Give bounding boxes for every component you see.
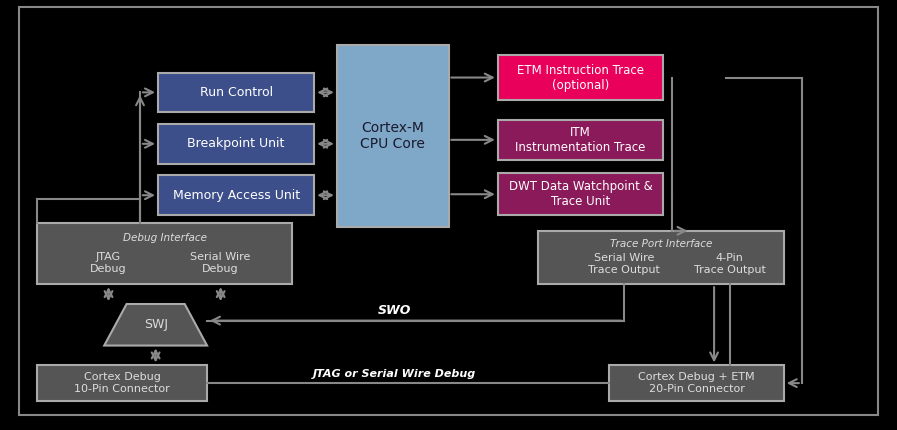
Text: DWT Data Watchpoint &
Trace Unit: DWT Data Watchpoint & Trace Unit — [509, 180, 652, 208]
FancyBboxPatch shape — [158, 73, 314, 112]
FancyBboxPatch shape — [609, 366, 784, 401]
Text: SWO: SWO — [379, 304, 412, 316]
FancyBboxPatch shape — [158, 124, 314, 163]
Text: ETM Instruction Trace
(optional): ETM Instruction Trace (optional) — [517, 64, 644, 92]
Text: 4-Pin
Trace Output: 4-Pin Trace Output — [693, 253, 766, 275]
FancyBboxPatch shape — [538, 231, 784, 284]
FancyBboxPatch shape — [158, 175, 314, 215]
Text: Trace Port Interface: Trace Port Interface — [610, 239, 712, 249]
Text: JTAG
Debug: JTAG Debug — [91, 252, 126, 273]
FancyBboxPatch shape — [498, 173, 663, 215]
Text: JTAG or Serial Wire Debug: JTAG or Serial Wire Debug — [313, 369, 476, 379]
Text: Memory Access Unit: Memory Access Unit — [172, 189, 300, 202]
Text: ITM
Instrumentation Trace: ITM Instrumentation Trace — [515, 126, 646, 154]
Text: Cortex Debug
10-Pin Connector: Cortex Debug 10-Pin Connector — [74, 372, 170, 394]
Text: Serial Wire
Debug: Serial Wire Debug — [190, 252, 251, 273]
Text: SWJ: SWJ — [144, 318, 168, 331]
FancyBboxPatch shape — [498, 55, 663, 100]
Text: Debug Interface: Debug Interface — [123, 233, 206, 243]
Text: Breakpoint Unit: Breakpoint Unit — [187, 137, 285, 150]
FancyBboxPatch shape — [498, 120, 663, 160]
Polygon shape — [104, 304, 207, 346]
Text: Run Control: Run Control — [199, 86, 273, 99]
Text: Cortex Debug + ETM
20-Pin Connector: Cortex Debug + ETM 20-Pin Connector — [639, 372, 755, 394]
FancyBboxPatch shape — [37, 223, 292, 284]
FancyBboxPatch shape — [37, 366, 207, 401]
Text: Serial Wire
Trace Output: Serial Wire Trace Output — [588, 253, 660, 275]
FancyBboxPatch shape — [336, 45, 448, 227]
Text: Cortex-M
CPU Core: Cortex-M CPU Core — [361, 121, 425, 151]
